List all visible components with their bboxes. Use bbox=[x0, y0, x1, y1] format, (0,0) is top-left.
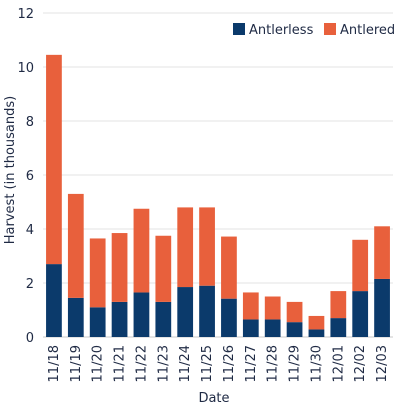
bar-antlered-11-30 bbox=[308, 315, 325, 330]
legend-label-antlered: Antlered bbox=[340, 23, 395, 38]
legend: Antlerless Antlered bbox=[233, 23, 395, 38]
y-axis-title: Harvest (in thousands) bbox=[3, 96, 18, 244]
bar-antlered-11-23 bbox=[155, 235, 172, 302]
x-tick-label: 11/28 bbox=[266, 345, 281, 382]
bar-antlered-12-02 bbox=[352, 239, 369, 292]
x-tick-label: 11/27 bbox=[244, 345, 259, 382]
x-tick-label: 11/19 bbox=[69, 345, 84, 382]
bar-antlerless-11-26 bbox=[221, 298, 237, 337]
bar-antlerless-11-20 bbox=[89, 307, 106, 337]
bar-antlerless-12-02 bbox=[352, 291, 369, 337]
bar-antlered-11-25 bbox=[199, 207, 215, 286]
y-tick-label: 4 bbox=[26, 223, 34, 238]
bar-antlerless-11-29 bbox=[286, 322, 303, 337]
bar-antlerless-11-23 bbox=[155, 301, 172, 337]
bar-antlerless-11-30 bbox=[308, 329, 325, 337]
bar-antlerless-11-18 bbox=[46, 264, 62, 337]
bar-antlerless-11-25 bbox=[199, 285, 215, 337]
bar-antlered-11-28 bbox=[264, 296, 281, 320]
bar-antlered-12-03 bbox=[374, 226, 390, 279]
bar-antlerless-11-22 bbox=[133, 292, 150, 337]
bar-antlered-11-22 bbox=[133, 208, 150, 293]
x-axis-title: Date bbox=[198, 391, 229, 406]
bar-antlered-11-27 bbox=[242, 292, 259, 320]
x-tick-label: 11/24 bbox=[178, 345, 193, 382]
legend-swatch-antlered bbox=[324, 23, 336, 35]
bar-antlerless-12-03 bbox=[374, 278, 390, 337]
x-tick-label: 11/21 bbox=[113, 345, 128, 382]
y-tick-label: 2 bbox=[26, 277, 34, 292]
bar-antlered-11-29 bbox=[286, 301, 303, 323]
bar-antlerless-11-19 bbox=[67, 297, 84, 337]
bars bbox=[46, 54, 390, 337]
axes: 0 2 4 6 8 10 12 11/18 11/19 11/20 11/21 11/22 11/23 1… bbox=[17, 7, 390, 382]
bar-antlerless-11-21 bbox=[111, 301, 128, 337]
x-tick-label: 11/26 bbox=[222, 345, 237, 382]
x-tick-label: 11/23 bbox=[156, 345, 171, 382]
y-tick-label: 0 bbox=[26, 331, 34, 346]
bar-antlered-12-01 bbox=[330, 291, 347, 319]
bar-antlered-11-24 bbox=[177, 207, 194, 288]
bar-antlered-11-18 bbox=[46, 54, 62, 265]
legend-swatch-antlerless bbox=[233, 23, 245, 35]
x-tick-label: 12/01 bbox=[331, 345, 346, 382]
bar-antlered-11-20 bbox=[89, 238, 106, 308]
bar-antlered-11-21 bbox=[111, 233, 128, 302]
x-tick-label: 11/22 bbox=[134, 345, 149, 382]
x-tick-label: 12/03 bbox=[375, 345, 390, 382]
y-tick-label: 12 bbox=[17, 7, 34, 22]
x-tick-label: 11/29 bbox=[288, 345, 303, 382]
x-tick-label: 11/20 bbox=[91, 345, 106, 382]
bar-antlered-11-26 bbox=[221, 236, 237, 299]
x-tick-label: 11/30 bbox=[309, 345, 324, 382]
y-tick-label: 6 bbox=[26, 169, 34, 184]
legend-label-antlerless: Antlerless bbox=[249, 23, 314, 38]
x-tick-label: 11/18 bbox=[47, 345, 62, 382]
bar-antlerless-11-28 bbox=[264, 319, 281, 337]
y-tick-label: 10 bbox=[17, 61, 34, 76]
y-tick-label: 8 bbox=[26, 115, 34, 130]
x-tick-label: 12/02 bbox=[353, 345, 368, 382]
bar-antlerless-11-24 bbox=[177, 287, 194, 337]
bar-antlered-11-19 bbox=[67, 193, 84, 298]
bar-antlerless-11-27 bbox=[242, 319, 259, 337]
x-tick-label: 11/25 bbox=[200, 345, 215, 382]
bar-antlerless-12-01 bbox=[330, 318, 347, 337]
